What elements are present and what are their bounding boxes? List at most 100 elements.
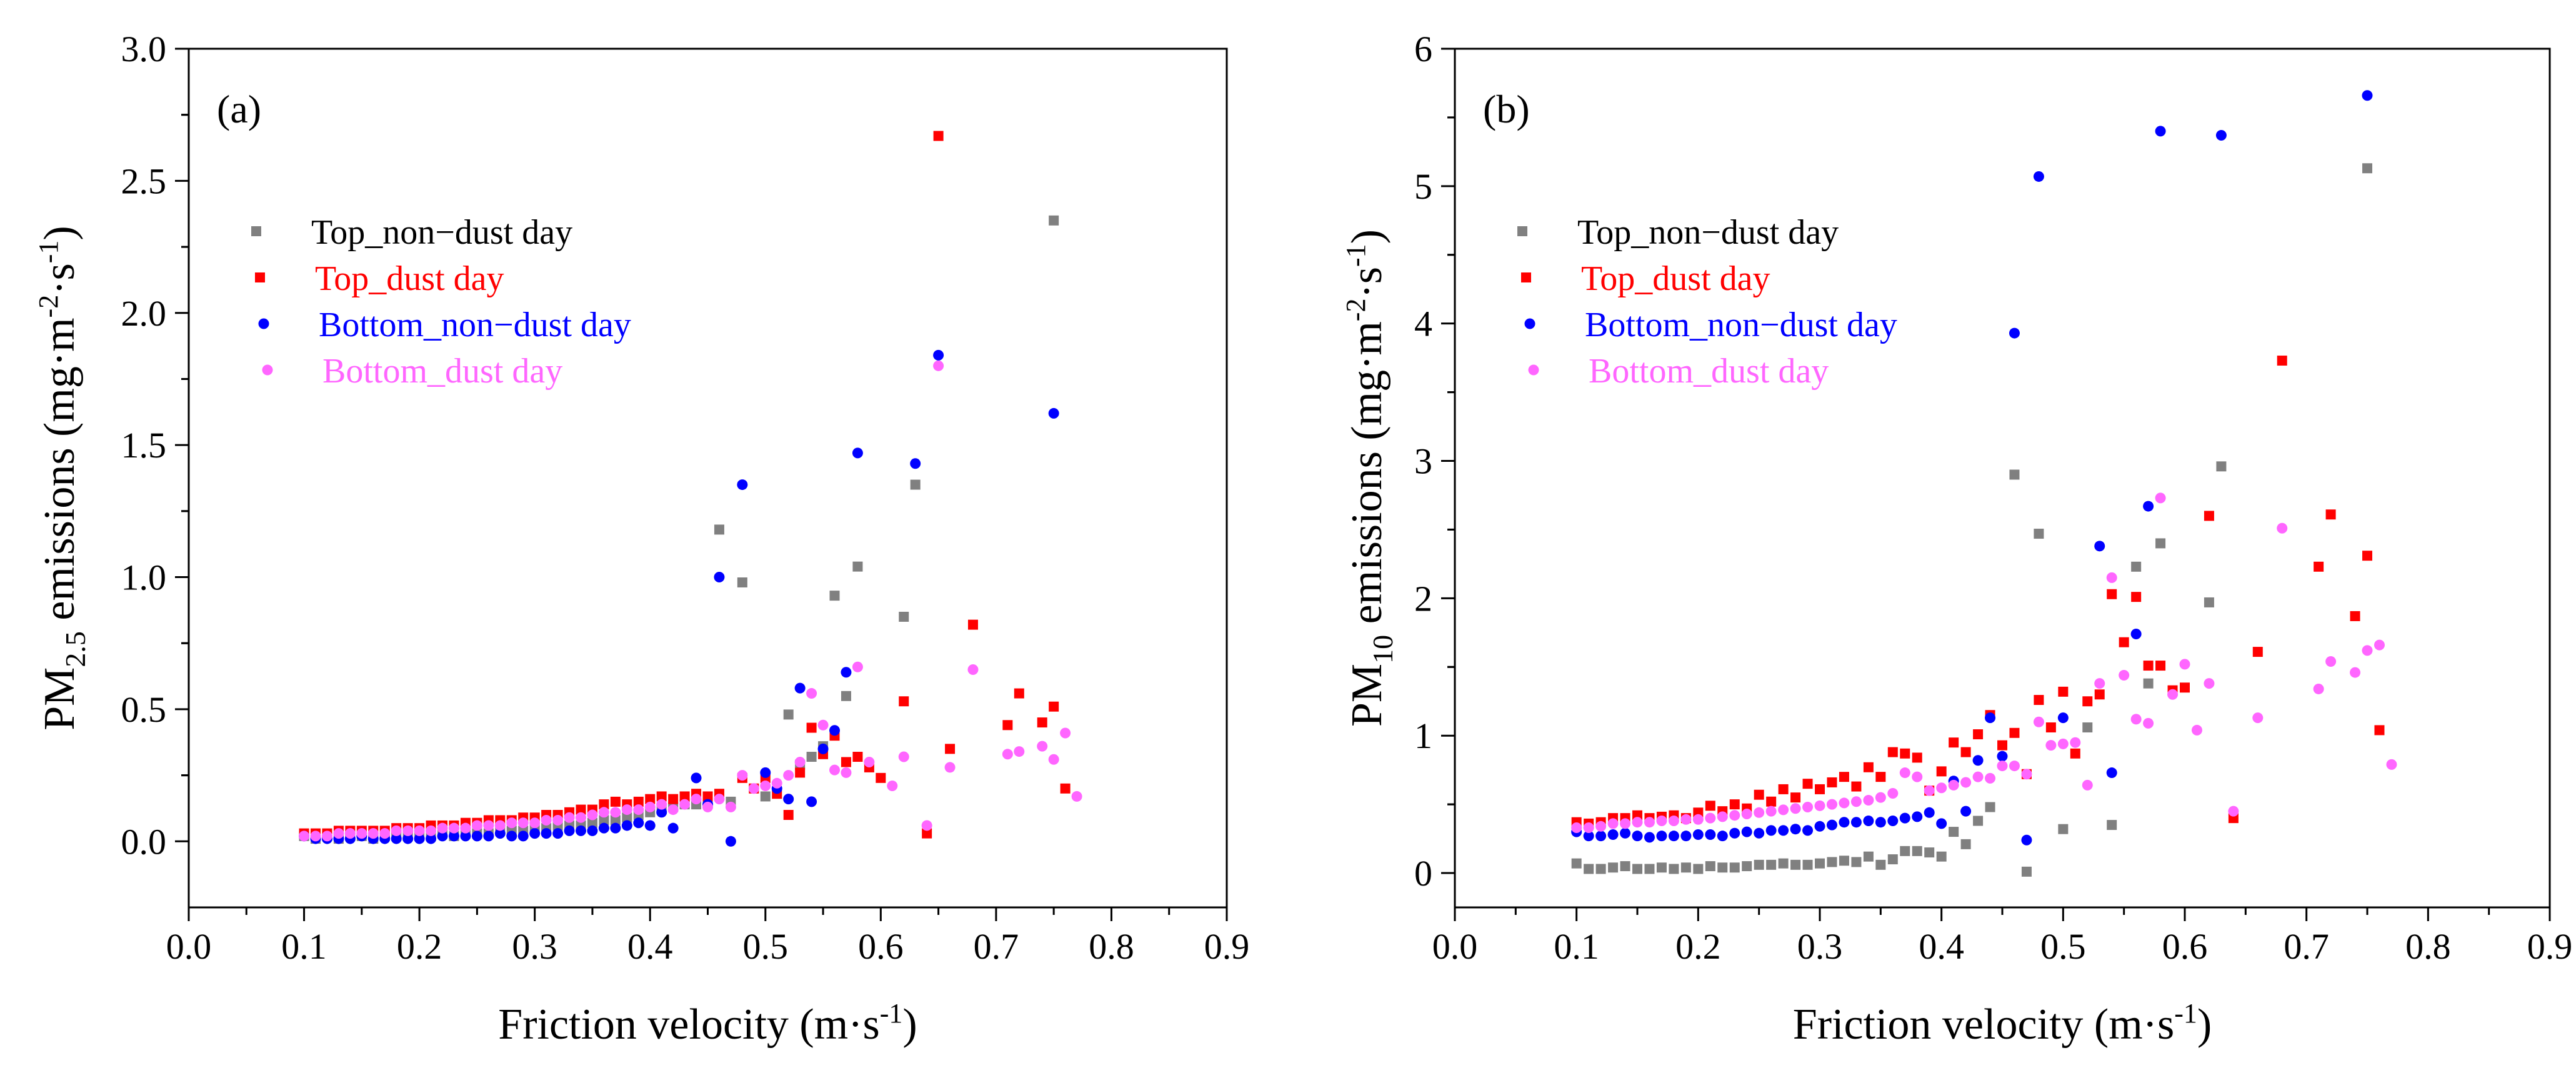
y-tick-label: 0.0 bbox=[121, 821, 167, 862]
data-point bbox=[1839, 856, 1849, 866]
data-point bbox=[1949, 737, 1959, 748]
data-point bbox=[783, 770, 794, 781]
data-point bbox=[1656, 862, 1667, 873]
y-tick-label: 3 bbox=[1414, 441, 1432, 482]
data-point bbox=[1802, 859, 1813, 870]
data-point bbox=[391, 833, 402, 844]
x-tick-label: 0.0 bbox=[1432, 926, 1478, 967]
legend-marker bbox=[1524, 318, 1535, 329]
data-point bbox=[806, 796, 817, 807]
data-point bbox=[2021, 866, 2032, 877]
data-point bbox=[1584, 864, 1594, 874]
data-point bbox=[1571, 822, 1582, 833]
data-point bbox=[1985, 712, 1996, 724]
data-point bbox=[1985, 802, 1995, 812]
data-point bbox=[1571, 858, 1582, 869]
data-point bbox=[1948, 779, 1959, 791]
data-point bbox=[1668, 831, 1679, 842]
data-point bbox=[1002, 720, 1013, 731]
y-tick-label: 1.5 bbox=[121, 425, 167, 466]
data-point bbox=[576, 804, 586, 815]
data-point bbox=[967, 619, 978, 630]
data-point bbox=[1644, 832, 1655, 843]
data-point bbox=[391, 825, 402, 836]
data-point bbox=[506, 817, 517, 829]
data-point bbox=[945, 744, 956, 754]
data-point bbox=[1863, 762, 1874, 772]
y-tick-label: 2.0 bbox=[121, 293, 167, 334]
data-point bbox=[644, 801, 656, 812]
data-point bbox=[1851, 857, 1862, 867]
data-point bbox=[2131, 561, 2142, 572]
data-point bbox=[2057, 738, 2069, 749]
data-point bbox=[1060, 783, 1071, 794]
data-point bbox=[1997, 740, 2007, 751]
data-point bbox=[771, 777, 782, 789]
data-point bbox=[587, 809, 598, 821]
data-point bbox=[1741, 826, 1752, 837]
data-point bbox=[794, 682, 806, 694]
data-point bbox=[1620, 827, 1631, 839]
data-point bbox=[2034, 529, 2044, 539]
data-point bbox=[2362, 163, 2372, 174]
data-point bbox=[2070, 748, 2080, 759]
legend-label: Top_non−dust day bbox=[311, 213, 572, 252]
data-point bbox=[1863, 816, 1874, 827]
data-point bbox=[367, 828, 379, 839]
data-point bbox=[610, 822, 621, 834]
data-point bbox=[506, 831, 517, 842]
data-point bbox=[1887, 854, 1898, 865]
data-point bbox=[1887, 788, 1899, 799]
data-point bbox=[1887, 816, 1899, 827]
data-point bbox=[426, 825, 437, 836]
data-point bbox=[2155, 492, 2166, 504]
data-point bbox=[1717, 831, 1728, 842]
data-point bbox=[587, 825, 598, 836]
y-tick-label: 2 bbox=[1414, 578, 1432, 619]
data-point bbox=[841, 667, 852, 678]
data-point bbox=[1742, 861, 1752, 872]
data-point bbox=[321, 831, 332, 842]
data-point bbox=[1692, 814, 1704, 825]
data-point bbox=[1014, 746, 1025, 757]
data-point bbox=[1705, 829, 1716, 840]
legend-label: Top_dust day bbox=[1581, 259, 1770, 298]
data-point bbox=[679, 799, 691, 810]
data-point bbox=[1778, 858, 1789, 869]
data-point bbox=[1632, 831, 1643, 842]
data-point bbox=[737, 770, 748, 781]
data-point bbox=[1912, 846, 1922, 856]
data-point bbox=[2130, 714, 2142, 725]
x-axis-label: Friction velocity (m·s-1) bbox=[498, 998, 917, 1049]
x-tick-label: 0.8 bbox=[1089, 926, 1134, 967]
x-tick-label: 0.7 bbox=[974, 926, 1019, 967]
x-tick-label: 0.2 bbox=[397, 926, 442, 967]
data-point bbox=[737, 577, 747, 587]
legend-marker bbox=[251, 226, 261, 236]
data-point bbox=[841, 757, 851, 767]
data-point bbox=[529, 828, 541, 839]
data-point bbox=[460, 822, 471, 834]
y-tick-label: 4 bbox=[1414, 304, 1432, 344]
x-tick-label: 0.7 bbox=[2284, 926, 2329, 967]
legend-marker bbox=[1528, 364, 1539, 376]
data-point bbox=[806, 688, 817, 699]
data-point bbox=[1850, 817, 1862, 828]
data-point bbox=[1900, 748, 1910, 759]
data-point bbox=[610, 807, 621, 818]
data-point bbox=[2034, 695, 2044, 706]
data-point bbox=[460, 831, 471, 842]
data-point bbox=[2362, 90, 2373, 101]
series-4 bbox=[1571, 492, 2397, 833]
legend-label: Bottom_non−dust day bbox=[1585, 306, 1897, 344]
data-point bbox=[2143, 661, 2154, 671]
data-point bbox=[1973, 816, 1984, 826]
data-point bbox=[437, 822, 448, 834]
data-point bbox=[2045, 722, 2056, 733]
data-point bbox=[356, 828, 367, 839]
panel-a: 0.0 0.1 0.2 0.3 0.4 0.5 0.6 0.7 0.8 0.9 0.0 0.5 1.0 1… bbox=[33, 29, 1249, 1049]
y-tick-label: 1.0 bbox=[121, 557, 167, 598]
data-point bbox=[2155, 661, 2166, 671]
data-point bbox=[1827, 857, 1837, 867]
data-point bbox=[1936, 851, 1947, 862]
